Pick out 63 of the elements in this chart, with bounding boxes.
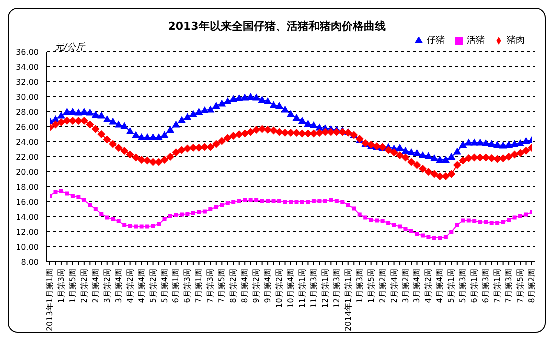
x-tick-label: 5月第2周	[148, 269, 158, 304]
x-tick-label: 8月第4周	[240, 269, 250, 304]
y-tick-label: 12.00	[16, 228, 39, 237]
x-tick-label: 7月第3周	[504, 269, 514, 304]
x-tick-label: 1月第5周	[68, 269, 78, 304]
x-tick-label: 7月第1周	[194, 269, 204, 304]
x-tick-label: 1月第3周	[355, 269, 364, 304]
x-tick-label: 3月第2周	[401, 269, 410, 304]
x-tick-label: 12月第3周	[332, 269, 342, 308]
y-axis-title: 元/公斤	[55, 42, 86, 54]
x-tick-label: 10月第4周	[286, 269, 296, 308]
chart-title: 2013年以来全国仔猪、活猪和猪肉价格曲线	[167, 19, 387, 34]
x-tick-label: 4月第4周	[137, 269, 146, 304]
y-tick-label: 14.00	[16, 212, 39, 222]
x-tick-label: 4月第2周	[126, 269, 135, 304]
y-tick-label: 34.00	[16, 62, 39, 72]
legend-label: 猪肉	[507, 36, 525, 46]
x-tick-label: 6月第1周	[470, 269, 480, 304]
x-tick-label: 7月第3周	[206, 269, 216, 304]
x-tick-label: 10月第2周	[275, 269, 284, 308]
x-tick-label: 2月第2周	[80, 269, 89, 304]
x-tick-label: 8月第2周	[229, 269, 238, 304]
x-tick-label: 3月第2周	[102, 269, 112, 304]
x-tick-label: 11月第1周	[298, 269, 307, 308]
x-tick-label: 6月第1周	[172, 269, 181, 304]
y-tick-label: 28.00	[16, 108, 39, 117]
x-tick-label: 7月第1周	[493, 269, 502, 304]
y-tick-label: 32.00	[16, 78, 39, 87]
y-tick-label: 26.00	[16, 122, 39, 132]
y-tick-label: 16.00	[16, 198, 39, 207]
x-tick-label: 5月第1周	[447, 269, 456, 304]
x-tick-label: 7月第5周	[516, 269, 526, 304]
x-tick-label: 5月第4周	[160, 269, 170, 304]
x-tick-label: 11月第3周	[309, 269, 318, 308]
x-tick-label: 4月第4周	[436, 269, 445, 304]
y-tick-label: 8.00	[21, 258, 39, 267]
y-tick-label: 24.00	[16, 138, 39, 147]
legend-label: 仔猪	[427, 36, 445, 46]
x-tick-label: 1月第3周	[56, 269, 66, 304]
x-tick-label: 9月第2周	[252, 269, 262, 304]
x-tick-label: 1月第5周	[366, 269, 376, 304]
x-tick-label: 12月第1周	[320, 269, 330, 308]
x-tick-label: 2014年1月第1周	[344, 269, 353, 332]
x-tick-label: 8月第2周	[528, 269, 536, 304]
y-tick-label: 22.00	[16, 152, 39, 162]
y-tick-label: 20.00	[16, 168, 39, 177]
x-tick-label: 7月第5周	[218, 269, 227, 304]
x-tick-label: 2月第2周	[378, 269, 388, 304]
x-tick-label: 4月第2周	[424, 269, 434, 304]
x-tick-label: 6月第3周	[183, 269, 192, 304]
x-tick-label: 2013年1月第1周	[46, 269, 54, 332]
x-tick-label: 2月第4周	[91, 269, 100, 304]
x-tick-label: 6月第3周	[482, 269, 491, 304]
x-tick-label: 9月第4周	[264, 269, 273, 304]
x-tick-label: 3月第4周	[114, 269, 124, 304]
y-tick-label: 36.00	[16, 48, 39, 57]
y-tick-label: 18.00	[16, 182, 39, 192]
legend-label: 活猪	[467, 36, 485, 46]
x-tick-label: 3月第4周	[412, 269, 422, 304]
x-tick-label: 2月第4周	[390, 269, 399, 304]
y-tick-label: 30.00	[16, 92, 39, 102]
x-tick-label: 5月第3周	[458, 269, 468, 304]
y-tick-label: 10.00	[16, 242, 39, 252]
